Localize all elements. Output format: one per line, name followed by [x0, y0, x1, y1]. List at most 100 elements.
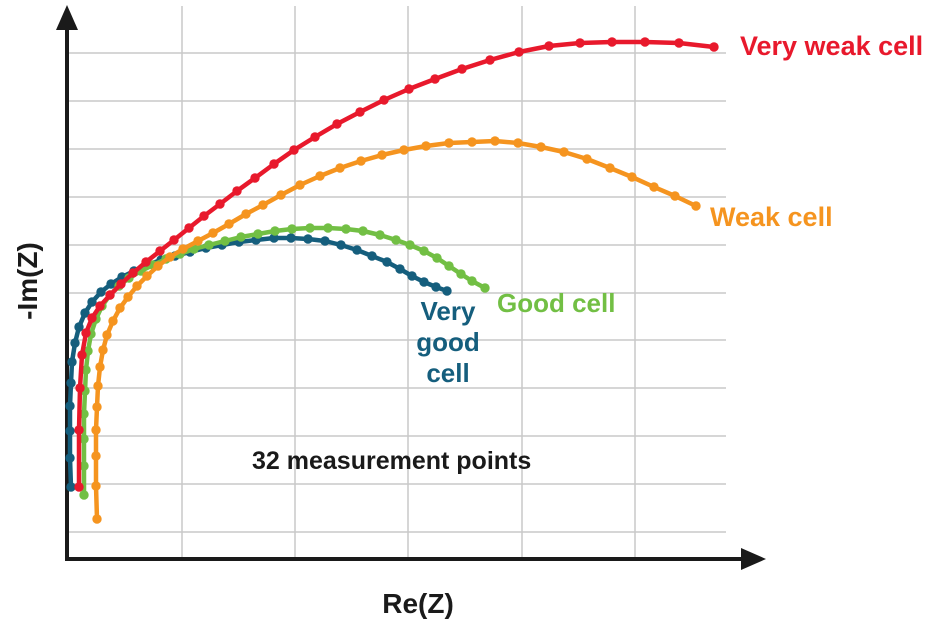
- data-point-weak-cell: [115, 303, 125, 313]
- data-point-weak-cell: [98, 345, 108, 355]
- data-point-weak-cell: [295, 180, 305, 190]
- series-label-good-cell: Good cell: [497, 288, 616, 318]
- data-point-good-cell: [480, 283, 490, 293]
- data-point-weak-cell: [559, 147, 569, 157]
- data-point-weak-cell: [91, 451, 101, 461]
- data-point-good-cell: [358, 226, 368, 236]
- data-point-very-good-cell: [320, 236, 330, 246]
- data-point-weak-cell: [241, 209, 251, 219]
- data-point-very-good-cell: [65, 426, 75, 436]
- data-point-good-cell: [79, 434, 89, 444]
- data-point-weak-cell: [102, 330, 112, 340]
- data-point-very-weak-cell: [75, 383, 85, 393]
- data-point-weak-cell: [178, 244, 188, 254]
- y-axis-arrowhead: [56, 5, 78, 30]
- data-point-good-cell: [341, 224, 351, 234]
- data-point-very-weak-cell: [184, 223, 194, 233]
- data-point-very-weak-cell: [674, 38, 684, 48]
- data-point-good-cell: [253, 229, 263, 239]
- data-point-very-good-cell: [367, 251, 377, 261]
- y-axis-label: -Im(Z): [12, 242, 43, 320]
- data-point-good-cell: [270, 226, 280, 236]
- data-point-very-weak-cell: [95, 301, 105, 311]
- data-point-very-good-cell: [96, 287, 106, 297]
- data-point-very-weak-cell: [232, 186, 242, 196]
- data-point-very-good-cell: [395, 264, 405, 274]
- data-point-very-good-cell: [336, 240, 346, 250]
- data-point-weak-cell: [670, 191, 680, 201]
- data-point-weak-cell: [165, 252, 175, 262]
- series-line-very-weak-cell: [76, 39, 717, 490]
- data-point-weak-cell: [315, 171, 325, 181]
- data-point-weak-cell: [421, 141, 431, 151]
- data-point-very-weak-cell: [74, 482, 84, 492]
- series-very-weak-cell: [74, 37, 719, 492]
- data-point-very-weak-cell: [269, 159, 279, 169]
- data-point-very-weak-cell: [379, 95, 389, 105]
- data-point-weak-cell: [582, 154, 592, 164]
- data-point-very-good-cell: [303, 234, 313, 244]
- data-point-very-good-cell: [65, 453, 75, 463]
- data-point-good-cell: [467, 276, 477, 286]
- data-point-weak-cell: [605, 163, 615, 173]
- data-point-very-good-cell: [286, 233, 296, 243]
- data-point-very-good-cell: [382, 257, 392, 267]
- data-point-weak-cell: [258, 200, 268, 210]
- data-point-good-cell: [419, 246, 429, 256]
- data-point-very-weak-cell: [215, 199, 225, 209]
- data-point-weak-cell: [444, 138, 454, 148]
- data-point-weak-cell: [93, 381, 103, 391]
- data-point-weak-cell: [91, 425, 101, 435]
- data-point-weak-cell: [91, 481, 101, 491]
- data-point-very-weak-cell: [81, 328, 91, 338]
- data-point-weak-cell: [649, 182, 659, 192]
- series-label-weak-cell: Weak cell: [710, 202, 833, 232]
- data-point-very-good-cell: [66, 482, 76, 492]
- data-point-good-cell: [375, 230, 385, 240]
- data-point-very-good-cell: [106, 279, 116, 289]
- series-label-very-good-cell: Very good cell: [416, 296, 480, 388]
- series-weak-cell: [91, 136, 701, 524]
- data-point-very-weak-cell: [74, 425, 84, 435]
- data-point-weak-cell: [208, 228, 218, 238]
- data-point-very-weak-cell: [404, 84, 414, 94]
- data-point-very-weak-cell: [709, 42, 719, 52]
- data-point-good-cell: [220, 236, 230, 246]
- data-point-very-weak-cell: [355, 107, 365, 117]
- data-point-good-cell: [305, 223, 315, 233]
- data-point-weak-cell: [123, 292, 133, 302]
- data-point-very-good-cell: [70, 338, 80, 348]
- data-point-good-cell: [79, 490, 89, 500]
- data-point-very-good-cell: [80, 308, 90, 318]
- data-point-very-weak-cell: [544, 41, 554, 51]
- data-point-weak-cell: [490, 136, 500, 146]
- data-point-good-cell: [323, 223, 333, 233]
- data-point-good-cell: [391, 235, 401, 245]
- data-point-very-weak-cell: [77, 350, 87, 360]
- data-point-weak-cell: [399, 145, 409, 155]
- data-point-very-good-cell: [67, 357, 77, 367]
- data-point-very-weak-cell: [332, 119, 342, 129]
- data-point-very-weak-cell: [485, 55, 495, 65]
- data-point-very-weak-cell: [199, 211, 209, 221]
- data-point-weak-cell: [108, 316, 118, 326]
- data-point-good-cell: [405, 240, 415, 250]
- data-point-very-weak-cell: [128, 268, 138, 278]
- grid: [67, 6, 726, 559]
- x-axis-arrowhead: [741, 548, 766, 570]
- data-point-weak-cell: [95, 362, 105, 372]
- data-point-weak-cell: [276, 190, 286, 200]
- series-label-very-weak-cell: Very weak cell: [740, 31, 924, 61]
- data-point-very-good-cell: [407, 271, 417, 281]
- data-point-very-good-cell: [352, 245, 362, 255]
- data-point-good-cell: [444, 261, 454, 271]
- x-axis-label: Re(Z): [382, 588, 454, 619]
- data-point-weak-cell: [132, 281, 142, 291]
- data-point-good-cell: [204, 240, 214, 250]
- data-point-weak-cell: [224, 219, 234, 229]
- data-point-very-weak-cell: [457, 64, 467, 74]
- data-point-very-weak-cell: [430, 74, 440, 84]
- data-point-very-weak-cell: [116, 279, 126, 289]
